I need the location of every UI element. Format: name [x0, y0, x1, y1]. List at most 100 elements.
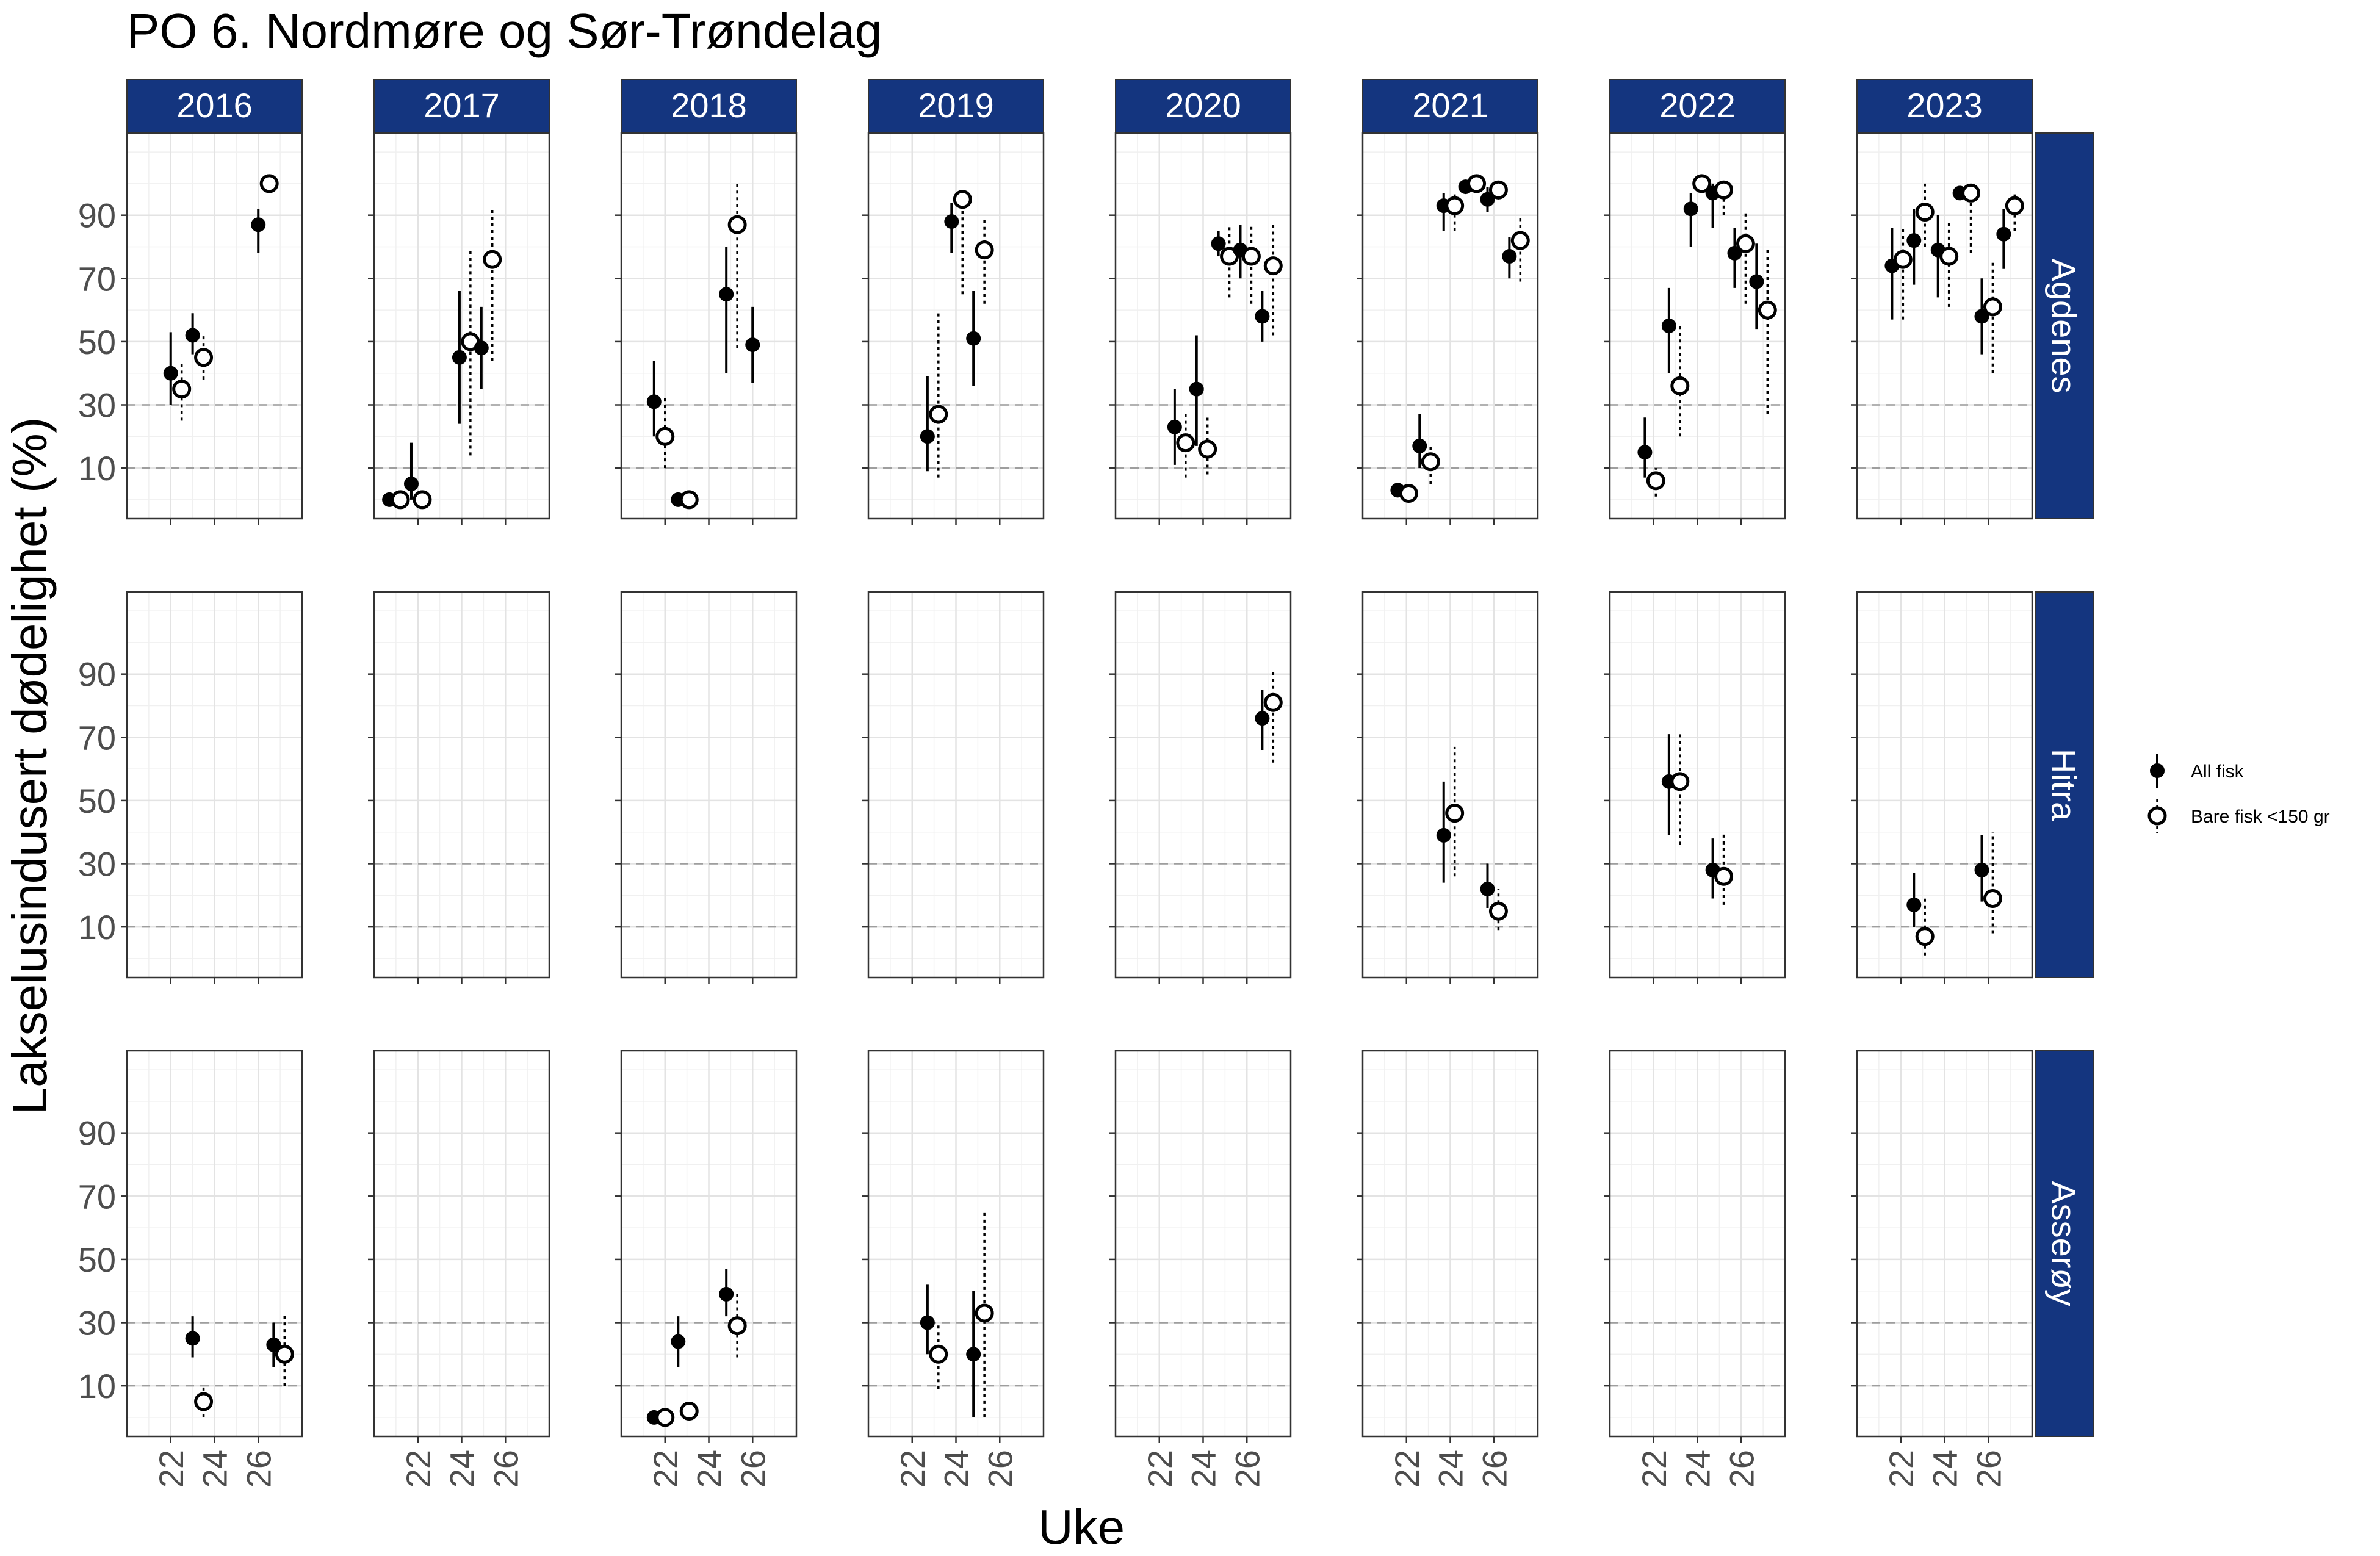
all-fisk-point [646, 394, 662, 409]
all-fisk-point [1749, 274, 1764, 289]
panel-hitra-2023 [1851, 591, 2033, 984]
all-fisk-point [719, 287, 734, 302]
y-tick-label: 30 [78, 386, 116, 425]
panel-border [126, 1050, 303, 1438]
x-tick-label: 22 [646, 1450, 685, 1488]
small-fish-point [391, 490, 410, 510]
small-fish-point [929, 1344, 948, 1364]
site-label-asserøy: Asserøy [2045, 1181, 2083, 1306]
x-tick-label: 24 [1926, 1450, 1964, 1488]
x-tick-label: 26 [734, 1450, 772, 1488]
small-fish-point [483, 250, 502, 269]
panel-agdenes-2018 [615, 132, 798, 525]
panel-border [1856, 1050, 2033, 1438]
panel-hitra-2022 [1604, 591, 1786, 984]
panel-agdenes-2022 [1604, 132, 1786, 525]
x-tick-label: 24 [443, 1450, 481, 1488]
legend-label-small: Bare fisk <150 gr [2191, 807, 2330, 827]
panel-hitra-2017 [368, 591, 550, 984]
year-label-2018: 2018 [671, 86, 747, 124]
x-tick-label: 26 [1475, 1450, 1513, 1488]
all-fisk-point [920, 429, 935, 444]
small-fish-point [975, 240, 994, 260]
all-fisk-point [944, 214, 959, 229]
x-tick-label: 26 [1722, 1450, 1761, 1488]
all-fisk-point [1480, 881, 1495, 896]
year-header-2017 [373, 79, 550, 133]
all-fisk-point [920, 1315, 935, 1330]
panel-hitra-2021 [1357, 591, 1539, 984]
small-fish-point [1983, 888, 2002, 908]
all-fisk-point [1255, 309, 1270, 324]
x-tick-label: 26 [1228, 1450, 1266, 1488]
all-fisk-point [251, 217, 266, 232]
site-strip-hitra [2035, 591, 2094, 978]
small-fish-point [1670, 772, 1690, 791]
all-fisk-point [1412, 438, 1427, 453]
all-fisk-point [185, 1331, 200, 1346]
small-fish-point [929, 405, 948, 424]
y-tick-label: 70 [78, 1177, 116, 1216]
small-fish-point [1692, 174, 1712, 193]
panel-border [1856, 591, 2033, 979]
y-tick-label: 30 [78, 1304, 116, 1342]
year-header-2018 [621, 79, 797, 133]
panel-hitra-2020 [1109, 591, 1292, 984]
y-tick-label: 70 [78, 718, 116, 757]
all-fisk-point [1211, 236, 1226, 251]
small-fish-point [1445, 804, 1465, 823]
small-fish-point [1421, 452, 1440, 472]
small-fish-point [975, 1303, 994, 1323]
site-label-hitra: Hitra [2045, 749, 2083, 821]
panel-border [867, 132, 1045, 520]
legend-marker-all [2150, 763, 2165, 778]
year-label-2020: 2020 [1165, 86, 1241, 124]
panel-border [126, 591, 303, 979]
all-fisk-point [1996, 226, 2011, 242]
y-tick-label: 30 [78, 845, 116, 884]
year-label-2022: 2022 [1659, 86, 1736, 124]
x-tick-label: 22 [1388, 1450, 1426, 1488]
small-fish-point [679, 1402, 699, 1421]
panel-asserøy-2019: 22 24 26 [862, 1050, 1045, 1488]
x-tick-label: 24 [1432, 1450, 1470, 1488]
small-fish-point [1488, 901, 1508, 921]
small-fish-point [1939, 247, 1959, 266]
panel-border [1114, 1050, 1292, 1438]
panel-asserøy-2022: 22 24 26 [1604, 1050, 1786, 1488]
y-tick-label: 50 [78, 782, 116, 820]
panel-hitra-2018 [615, 591, 798, 984]
small-fish-point [727, 215, 747, 234]
year-label-2016: 2016 [176, 86, 253, 124]
small-fish-point [1488, 180, 1508, 200]
panel-border [373, 132, 550, 520]
small-fish-point [1399, 484, 1418, 503]
facet-panels: 2016 2017 2018 2019 2020 2021 2022 2023 Agdenes 1… [78, 79, 2094, 1488]
small-fish-point [1510, 231, 1530, 250]
panel-border [867, 591, 1045, 979]
panel-asserøy-2021: 22 24 26 [1357, 1050, 1539, 1488]
small-fish-point [1263, 693, 1283, 712]
all-fisk-point [1167, 419, 1182, 434]
small-fish-point [1445, 196, 1465, 215]
all-fisk-point [403, 477, 419, 492]
all-fisk-point [185, 328, 200, 343]
panel-agdenes-2020 [1109, 132, 1292, 525]
small-fish-point [679, 490, 699, 510]
small-fish-point [1758, 300, 1777, 320]
x-tick-label: 24 [1679, 1450, 1717, 1488]
x-tick-label: 24 [690, 1450, 729, 1488]
panel-agdenes-2019 [862, 132, 1045, 525]
small-fish-point [655, 427, 675, 446]
x-tick-label: 26 [239, 1450, 278, 1488]
small-fish-point [1983, 297, 2002, 317]
small-fish-point [1915, 927, 1935, 946]
x-tick-label: 22 [399, 1450, 438, 1488]
small-fish-point [259, 174, 279, 193]
panel-border [1114, 591, 1292, 979]
all-fisk-point [1974, 862, 1989, 877]
small-fish-point [953, 190, 972, 209]
small-fish-point [275, 1344, 294, 1364]
x-axis-title: Uke [1038, 1500, 1125, 1554]
